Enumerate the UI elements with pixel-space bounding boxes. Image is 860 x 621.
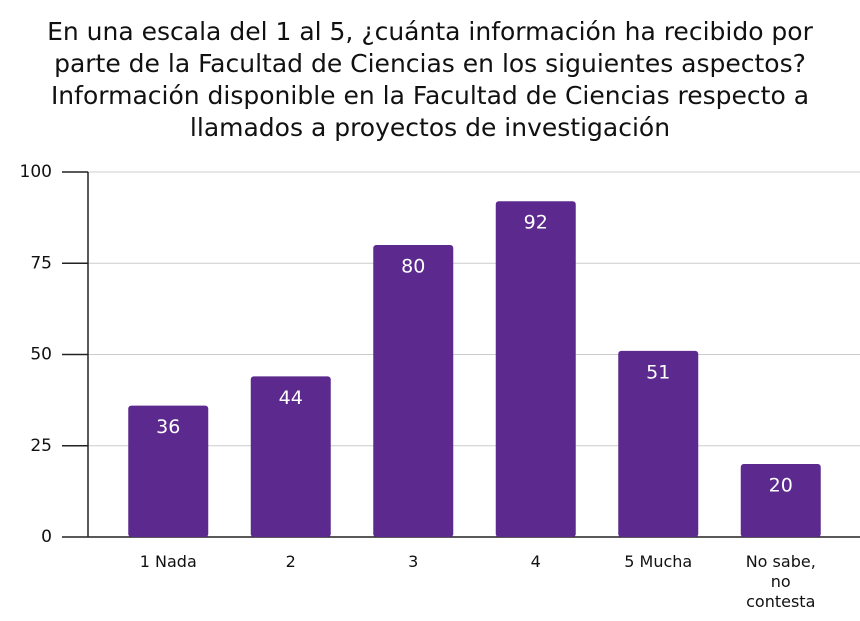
bar <box>250 376 331 537</box>
y-tick-label: 75 <box>30 253 52 273</box>
y-tick-label: 100 <box>20 162 52 182</box>
x-tick-label: 1 Nada <box>140 552 197 571</box>
y-tick-label: 25 <box>30 436 52 456</box>
x-tick-label-line: 4 <box>531 552 541 571</box>
data-label: 36 <box>156 416 180 438</box>
x-tick-label: No sabe, no contesta <box>746 552 816 611</box>
x-tick-label-line: 1 Nada <box>140 552 197 571</box>
data-label: 80 <box>401 256 425 278</box>
x-tick-label-line: 5 Mucha <box>624 552 692 571</box>
x-tick-label-line: No sabe, <box>746 552 816 571</box>
x-tick-label-line: no <box>771 572 791 591</box>
data-label: 51 <box>646 361 670 383</box>
data-label: 92 <box>524 212 548 234</box>
x-tick-label-line: 3 <box>408 552 418 571</box>
chart-title: En una escala del 1 al 5, ¿cuánta inform… <box>47 17 814 46</box>
bar <box>618 350 699 537</box>
data-label: 44 <box>279 387 303 409</box>
x-tick-label: 5 Mucha <box>624 552 692 571</box>
bar <box>128 405 209 537</box>
chart-title: Información disponible en la Facultad de… <box>51 81 809 110</box>
bar <box>740 464 821 537</box>
x-tick-label-line: 2 <box>286 552 296 571</box>
y-tick-label: 50 <box>30 345 52 365</box>
chart-title: parte de la Facultad de Ciencias en los … <box>54 49 806 78</box>
data-label: 20 <box>769 475 793 497</box>
bar <box>495 201 576 537</box>
x-tick-label-line: contesta <box>746 592 815 611</box>
x-tick-label: 4 <box>531 552 541 571</box>
bar <box>373 245 454 537</box>
x-tick-label: 3 <box>408 552 418 571</box>
x-tick-label: 2 <box>286 552 296 571</box>
chart-title: llamados a proyectos de investigación <box>190 113 670 142</box>
y-tick-label: 0 <box>41 527 52 547</box>
